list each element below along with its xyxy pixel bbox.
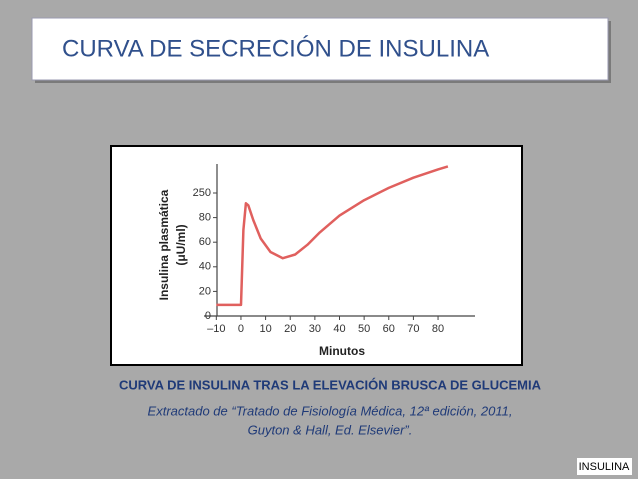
y-axis-label: Insulina plasmática [157, 189, 171, 300]
x-tick-label: –10 [207, 323, 225, 335]
title-box [31, 17, 609, 81]
y-tick-label: 20 [199, 285, 211, 297]
x-tick-label: 10 [259, 323, 271, 335]
footer-box [577, 458, 632, 475]
data-line [216, 165, 449, 307]
x-tick-label: 60 [383, 323, 395, 335]
x-tick-label: 30 [309, 323, 321, 335]
y-tick-label: 80 [199, 212, 211, 224]
y-axis-label: (μU/ml) [174, 224, 188, 265]
x-tick-label: 80 [432, 323, 444, 335]
y-tick-label: 250 [193, 187, 211, 199]
x-tick-label: 50 [358, 323, 370, 335]
chart-frame [110, 145, 523, 366]
slide-title: CURVA DE SECRECIÓN DE INSULINA [62, 35, 489, 62]
caption-source: Guyton & Hall, Ed. Elsevier”. [248, 422, 413, 437]
footer: INSULINA [579, 461, 630, 473]
x-tick-label: 40 [333, 323, 345, 335]
x-tick-label: 70 [407, 323, 419, 335]
y-tick-label: 40 [199, 261, 211, 273]
y-tick-label: 0 [205, 310, 211, 322]
caption-source: Extractado de “Tratado de Fisiología Méd… [148, 403, 513, 418]
y-tick-label: 60 [199, 236, 211, 248]
x-tick-label: 0 [238, 323, 244, 335]
caption-title: CURVA DE INSULINA TRAS LA ELEVACIÓN BRUS… [119, 377, 542, 392]
x-tick-label: 20 [284, 323, 296, 335]
x-axis-label: Minutos [319, 344, 365, 358]
